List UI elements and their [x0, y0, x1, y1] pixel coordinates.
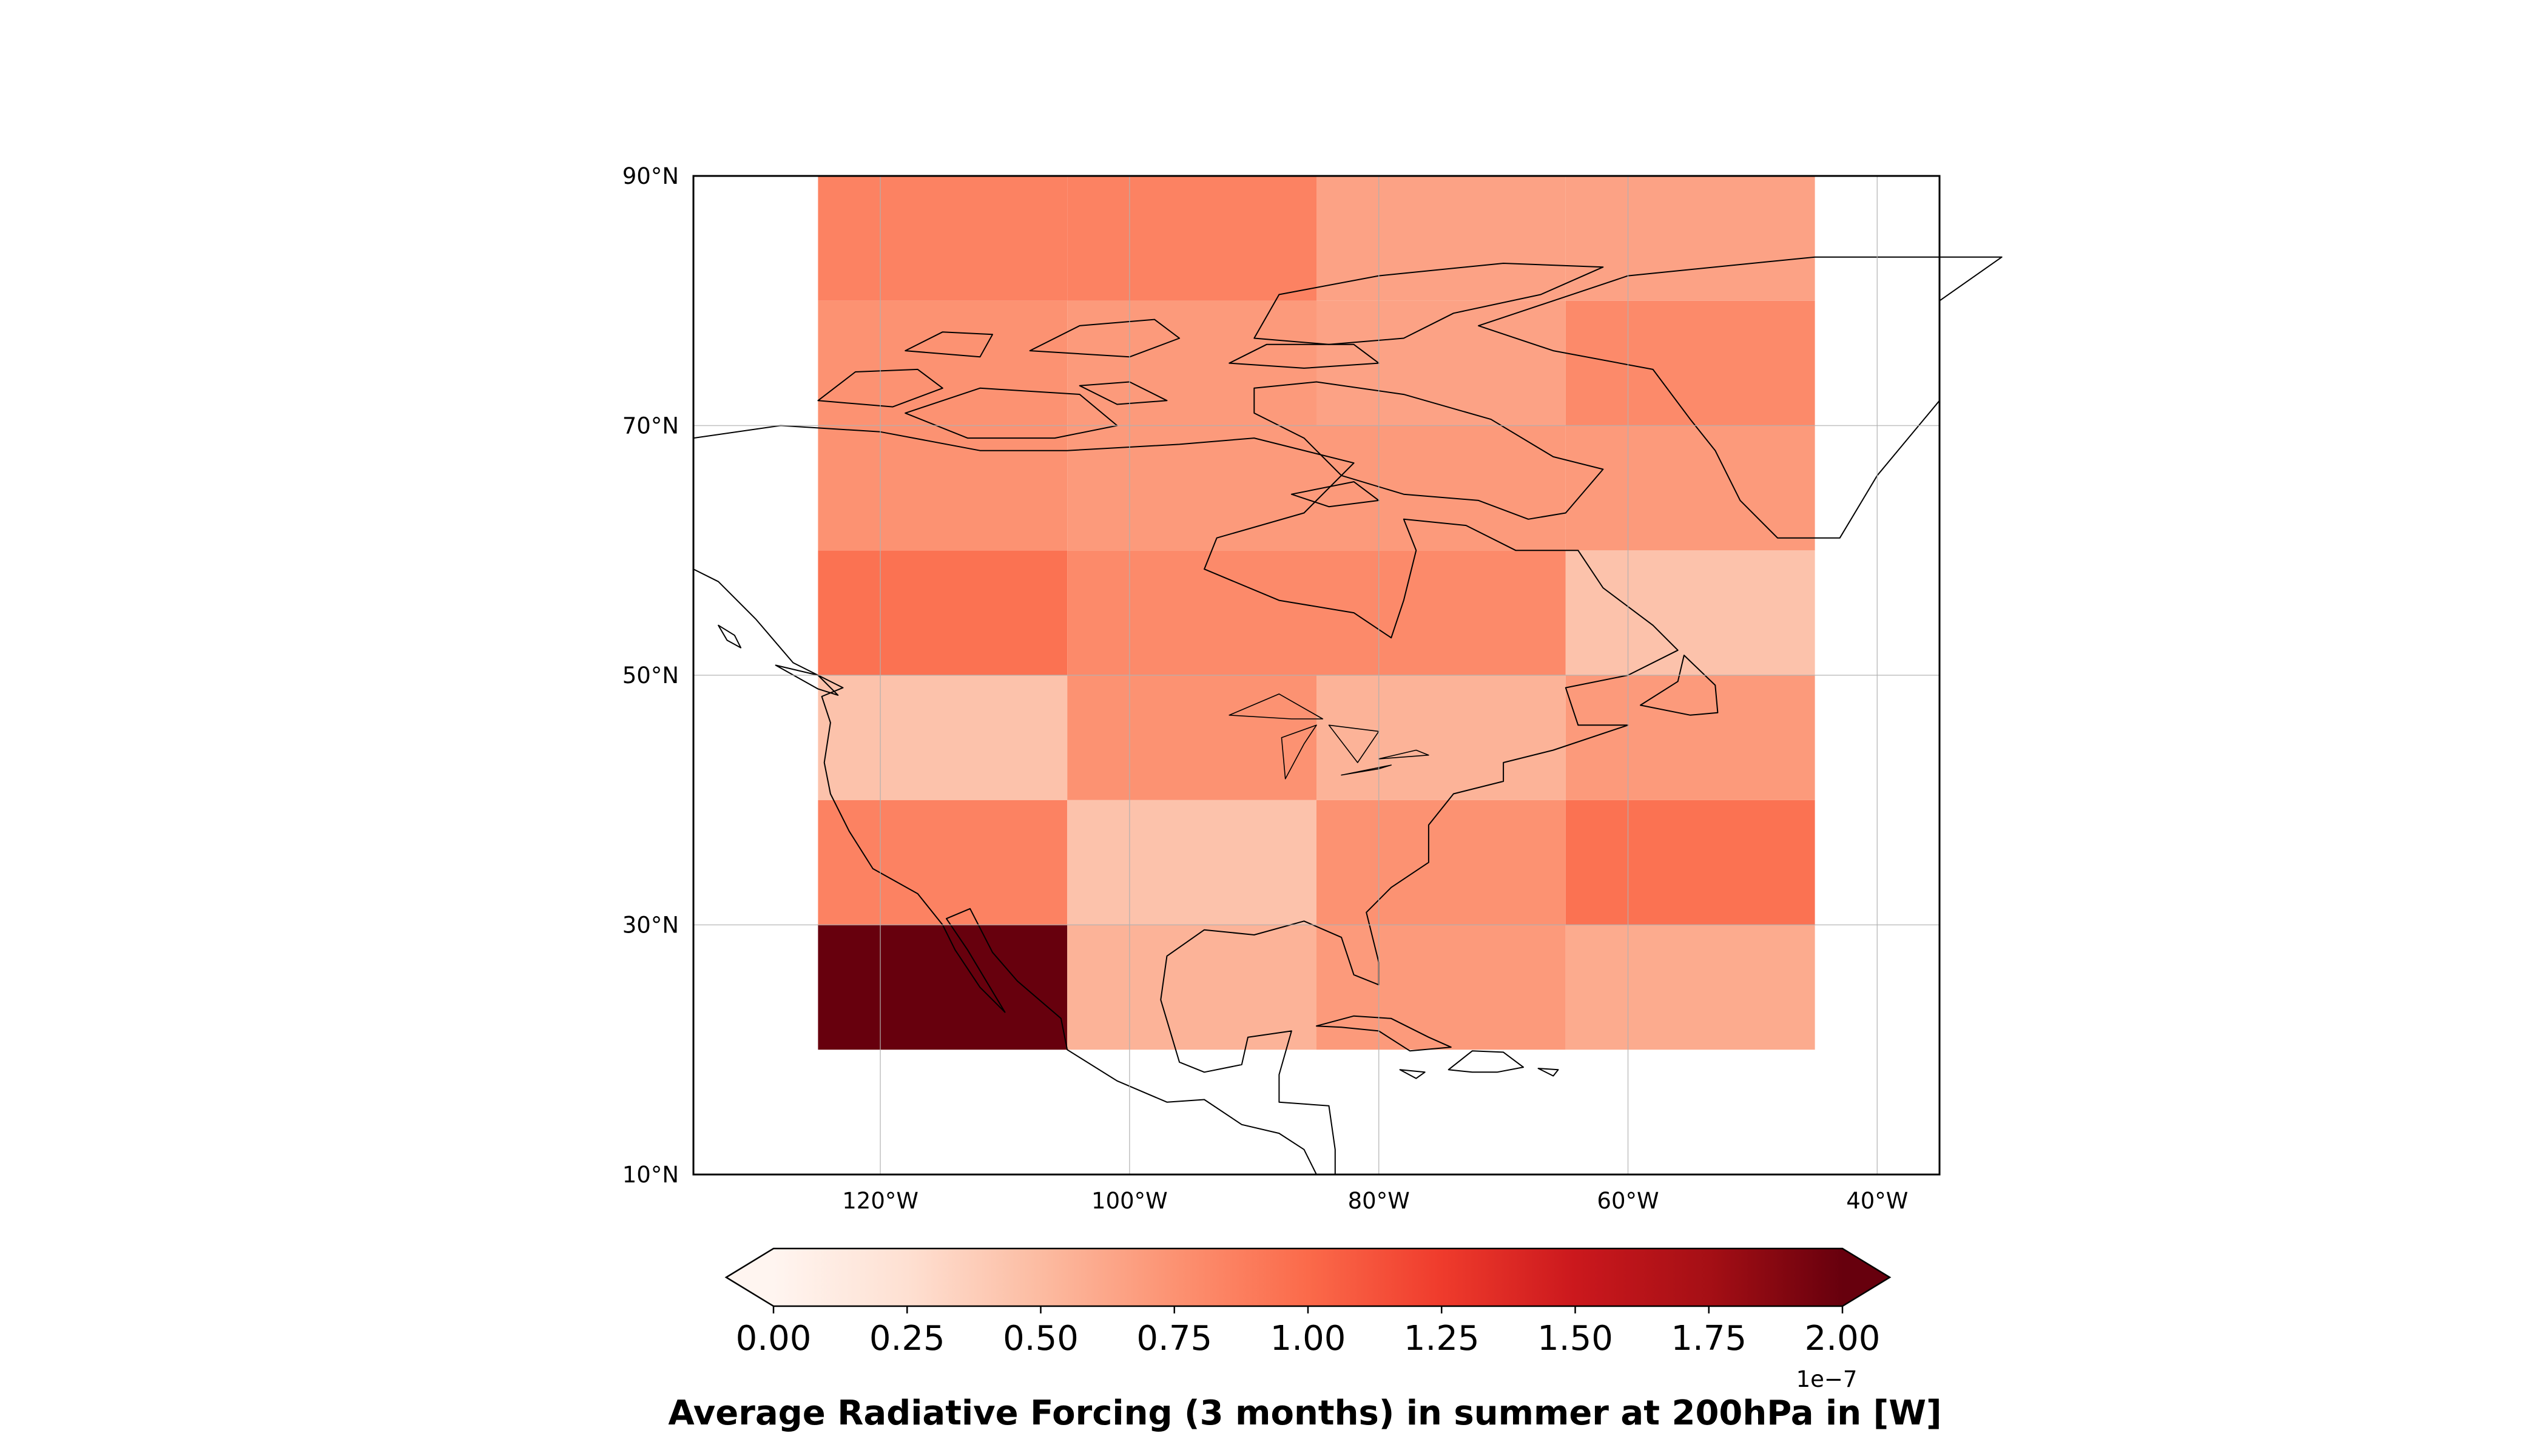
grid-cell — [1565, 300, 1815, 426]
colorbar-title: Average Radiative Forcing (3 months) in … — [668, 1394, 1941, 1433]
coastline-path — [1448, 1050, 1524, 1073]
grid-cell — [818, 550, 1068, 675]
grid-cell — [1067, 425, 1316, 551]
coastline-path — [1253, 381, 1604, 520]
coastline-path — [1478, 256, 2003, 539]
grid-cell — [818, 176, 1068, 301]
coastline-path — [718, 624, 742, 649]
coastline-path — [1253, 263, 1604, 345]
coastline-path — [1399, 1069, 1426, 1079]
coastline-path — [1640, 655, 1719, 716]
coastline-path — [1228, 343, 1380, 369]
map-frame — [692, 175, 1941, 1176]
coastlines — [693, 256, 2003, 1175]
coastline-path — [775, 664, 839, 696]
coastline-path — [1316, 1015, 1452, 1052]
lake-path — [1328, 724, 1380, 763]
colorbar-offset-label: 1e−7 — [1796, 1366, 1858, 1392]
colorbar-tick-label: 0.25 — [869, 1319, 945, 1358]
colorbar-tick-label: 0.75 — [1136, 1319, 1212, 1358]
y-tick-label: 70°N — [622, 413, 679, 439]
grid-cell — [1316, 550, 1566, 675]
colorbar-tick-label: 1.25 — [1404, 1319, 1480, 1358]
y-tick-label: 90°N — [622, 163, 679, 189]
colorbar-gradient — [774, 1249, 1842, 1306]
y-axis-ticks: 10°N 30°N 50°N 70°N 90°N — [622, 163, 679, 1188]
x-tick-label: 100°W — [1091, 1188, 1168, 1214]
grid-cell — [818, 800, 1068, 925]
lake-path — [1281, 724, 1317, 780]
grid-cell — [1316, 176, 1566, 301]
y-tick-label: 10°N — [622, 1162, 679, 1188]
coastline-path — [905, 331, 993, 358]
x-tick-label: 120°W — [842, 1188, 918, 1214]
lake-path — [1341, 764, 1392, 776]
grid-cell — [1565, 425, 1815, 551]
coastline-path — [1029, 318, 1181, 358]
grid-cell — [818, 425, 1068, 551]
colorbar-tick-label: 2.00 — [1805, 1319, 1881, 1358]
colorbar-ticks: 0.00 0.25 0.50 0.75 1.00 1.25 1.50 1.75 2.00 — [736, 1306, 1881, 1358]
grid-cell — [1067, 300, 1316, 426]
coastline-path — [1537, 1068, 1559, 1077]
colorbar-extend-low — [726, 1249, 774, 1306]
x-tick-label: 60°W — [1597, 1188, 1659, 1214]
grid-cell — [1067, 550, 1316, 675]
grid-cell — [1316, 425, 1566, 551]
colorbar-tick-label: 1.00 — [1270, 1319, 1346, 1358]
colorbar-tick-label: 0.50 — [1003, 1319, 1079, 1358]
grid-cell — [818, 675, 1068, 800]
grid-cell — [1067, 176, 1316, 301]
grid-cell — [1316, 800, 1566, 925]
colorbar-tick-label: 1.75 — [1671, 1319, 1747, 1358]
map-cells — [818, 176, 1815, 1050]
grid-cell — [1067, 800, 1316, 925]
grid-cell — [1565, 550, 1815, 675]
y-tick-label: 30°N — [622, 912, 679, 939]
grid-cell — [1565, 925, 1815, 1050]
grid-cell — [1565, 176, 1815, 301]
lake-path — [1378, 749, 1429, 760]
x-tick-label: 80°W — [1348, 1188, 1410, 1214]
grid-cell — [1565, 800, 1815, 925]
colorbar-tick-label: 0.00 — [736, 1319, 812, 1358]
colorbar-extend-high — [1842, 1249, 1890, 1306]
colorbar — [724, 1247, 1892, 1307]
grid-cell — [818, 925, 1068, 1050]
coastline-path — [693, 425, 1679, 1175]
grid-cell — [1067, 925, 1316, 1050]
grid-cell — [1565, 675, 1815, 800]
lake-path — [1228, 693, 1324, 720]
coastline-path — [1079, 381, 1168, 405]
y-tick-label: 50°N — [622, 662, 679, 689]
x-axis-ticks: 120°W 100°W 80°W 60°W 40°W — [842, 1188, 1908, 1214]
grid-cell — [1316, 675, 1566, 800]
grid-cell — [818, 300, 1068, 426]
grid-cell — [1316, 925, 1566, 1050]
x-tick-label: 40°W — [1846, 1188, 1908, 1214]
colorbar-tick-label: 1.50 — [1537, 1319, 1613, 1358]
